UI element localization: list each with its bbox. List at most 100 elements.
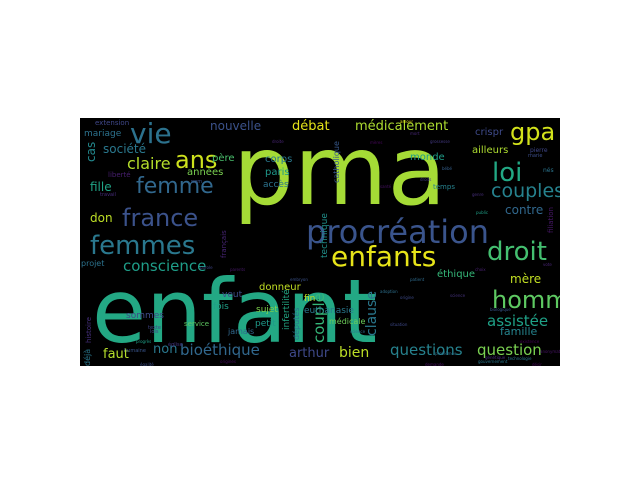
word-arthur: arthur [289, 346, 330, 361]
word-situation: situation [390, 322, 408, 327]
word-gpa: gpa [510, 118, 556, 146]
word-anonymat: anonymat [540, 349, 560, 354]
word-demande: demande [425, 362, 444, 367]
word-droits: droits [420, 177, 432, 182]
word-sujet: sujet [256, 305, 278, 315]
word-couples: couples [491, 180, 560, 202]
word-mort: mort [410, 131, 420, 136]
word-nom: nom [191, 179, 203, 185]
word-ethique: éthique [437, 269, 476, 280]
word-genetique: génétique [485, 355, 506, 360]
word-temps: temps [433, 183, 455, 191]
word-nes: nés [543, 167, 554, 174]
word-societe: société [103, 142, 146, 156]
word-cas: cas [84, 141, 98, 162]
word-femmes: femmes [90, 231, 196, 261]
word-contre: contre [505, 203, 544, 217]
word-droite: droite [272, 139, 284, 144]
word-assistee: assistée [487, 312, 549, 330]
word-monde: monde [410, 152, 445, 163]
word-crispr: crispr [475, 127, 504, 138]
word-medicalement: médicalement [355, 119, 449, 134]
word-science-2: science [350, 329, 366, 334]
word-euthanasie: euthanasie [304, 306, 354, 316]
word-choix: choix [475, 267, 486, 272]
word-mariage: mariage [84, 129, 122, 139]
word-histoire: histoire [85, 316, 93, 343]
word-questions: questions [390, 341, 463, 359]
word-homme: homme [492, 286, 560, 314]
word-parole: parole [200, 265, 213, 270]
word-ailleurs: ailleurs [472, 145, 509, 156]
word-humaine: humaine [124, 348, 146, 354]
word-sommes: sommes [126, 311, 164, 321]
word-technique: technique [320, 213, 330, 258]
word-petit: petit [255, 319, 276, 329]
word-projet: projet [81, 259, 105, 268]
word-non: non [153, 342, 178, 357]
word-vie: vie [130, 118, 172, 150]
word-famille: famille [500, 325, 538, 338]
word-donneur: donneur [259, 282, 301, 293]
word-existence: existence [520, 339, 540, 344]
word-public: public [476, 210, 489, 215]
word-bebe: bébé [442, 166, 452, 171]
word-bien: bien [339, 345, 370, 361]
word-vote: vote [543, 262, 552, 267]
word-clause: clause [364, 291, 380, 336]
word-enfant: enfant [92, 260, 378, 363]
word-parents: parents [230, 267, 246, 272]
word-progres: progrès [136, 339, 152, 344]
word-loi: loi [492, 158, 523, 188]
word-pere: père [212, 153, 235, 164]
word-corps: corps [265, 154, 293, 165]
word-lois: lois [150, 329, 159, 335]
word-deja: déjà [83, 348, 92, 366]
word-bioethique: bioéthique [180, 341, 260, 359]
word-embryon: embryon [290, 277, 308, 282]
word-deputes: députés [292, 307, 301, 340]
word-sante: santé [380, 184, 392, 189]
word-veut: veut [222, 290, 243, 300]
word-medicale: médicale [329, 317, 366, 326]
word-acces: accès [263, 180, 289, 190]
word-catholique: catholique [332, 141, 341, 183]
word-filiation: filiation [547, 207, 555, 233]
word-question: question [477, 341, 542, 359]
word-ans: ans [175, 146, 218, 174]
word-desir: désir [532, 362, 542, 367]
word-france: france [122, 204, 199, 232]
word-biologique: biologique [490, 307, 511, 312]
word-fin: fin [304, 294, 316, 304]
word-femme: femme [136, 174, 214, 199]
word-fille: fille [90, 180, 112, 194]
word-pierre: pierre [530, 147, 548, 154]
word-nouvelle: nouvelle [210, 119, 262, 133]
word-eglise: église [168, 342, 183, 348]
word-grossesse: grossesse [430, 139, 450, 144]
word-infertilite: infertilité [282, 289, 292, 330]
word-conscience: conscience [123, 257, 207, 275]
word-paris: paris [265, 167, 290, 178]
word-technologie: technologie [508, 356, 532, 361]
word-genre: genre [472, 192, 484, 197]
word-adoption: adoption [380, 289, 398, 294]
word-cloud: enfant pma procréation enfants femmes dr… [80, 118, 560, 366]
word-gouvernement: gouvernement [478, 359, 508, 364]
word-origines: origines [220, 359, 236, 364]
word-mere: mère [510, 272, 542, 286]
word-faut: faut [103, 347, 129, 362]
word-annees: années [187, 167, 224, 178]
word-service: service [184, 320, 210, 328]
word-texte: texte [148, 325, 161, 331]
word-claire: claire [127, 154, 171, 173]
word-science: science [450, 293, 466, 298]
word-meres: mères [370, 140, 383, 145]
word-pma: pma [233, 118, 447, 227]
word-debat: débat [292, 119, 330, 134]
word-origine: origine [400, 295, 414, 300]
word-francais: français [220, 230, 228, 258]
word-procreation: procréation [306, 213, 489, 251]
word-fois: fois [213, 302, 229, 312]
word-liberte: liberté [108, 171, 131, 179]
